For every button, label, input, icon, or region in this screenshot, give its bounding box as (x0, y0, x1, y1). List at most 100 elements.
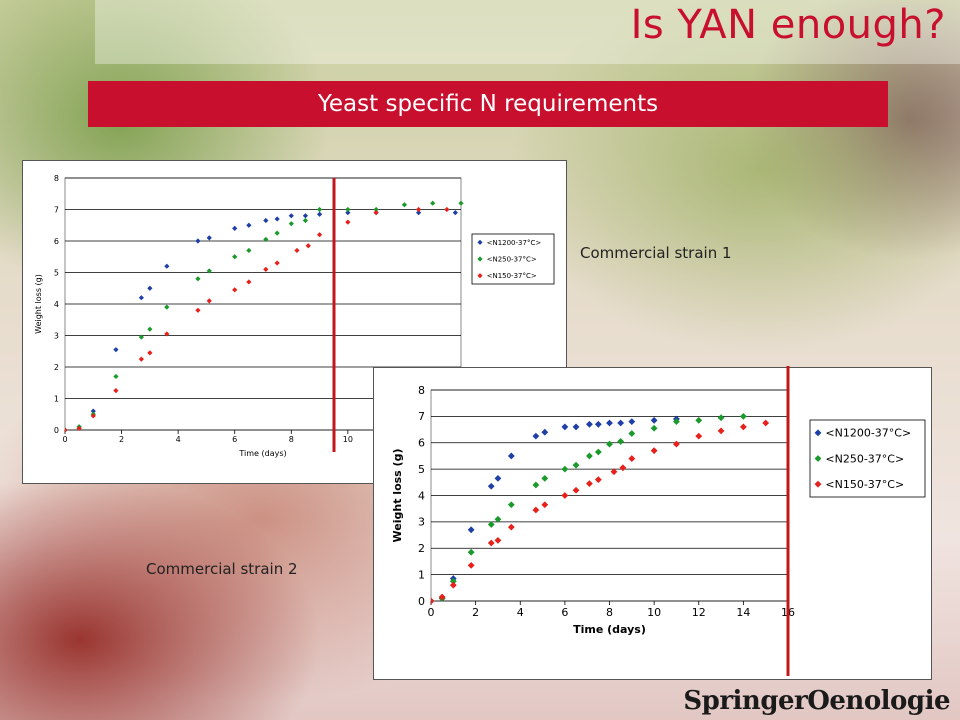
data-point (594, 448, 602, 456)
y-tick-label: 4 (418, 489, 425, 502)
data-point (90, 413, 96, 419)
y-tick-label: 6 (54, 237, 59, 246)
data-point (695, 416, 703, 424)
legend-label: <N150-37°C> (825, 478, 904, 491)
data-point (113, 388, 119, 394)
data-point (147, 326, 153, 332)
data-point (288, 213, 294, 219)
x-tick-label: 8 (606, 606, 613, 619)
data-point (628, 455, 636, 462)
data-point (316, 206, 323, 213)
x-tick-label: 0 (428, 606, 435, 619)
x-tick-label: 10 (343, 435, 353, 444)
data-point (673, 440, 680, 448)
data-point (431, 597, 435, 605)
data-point (586, 420, 593, 428)
data-point (762, 419, 770, 427)
data-point (430, 200, 436, 206)
data-point (572, 486, 580, 494)
data-point (401, 202, 408, 208)
y-tick-label: 8 (418, 384, 425, 397)
data-point (302, 213, 309, 219)
caption-strain-1: Commercial strain 1 (580, 244, 732, 262)
data-point (594, 476, 602, 484)
legend-marker (477, 256, 483, 262)
data-point (561, 492, 569, 499)
data-point (532, 481, 540, 489)
data-point (415, 210, 422, 216)
data-point (373, 206, 379, 213)
data-point (345, 210, 351, 216)
legend-label: <N150-37°C> (487, 272, 537, 280)
data-point (113, 347, 119, 353)
subtitle-bar: Yeast specific N requirements (88, 81, 888, 127)
data-point (586, 452, 593, 460)
chart-strain-2: 0 1 2 3 4 5 6 7 8 0 2 4 6 8 10 12 14 16 Time (days) Weight … (373, 367, 932, 680)
data-point (487, 521, 495, 528)
legend-label: <N1200-37°C> (825, 427, 911, 440)
y-tick-label: 3 (418, 516, 425, 529)
x-tick-label: 2 (119, 435, 124, 444)
springer-oenologie-logo: SpringerOenologie (683, 686, 950, 716)
data-point (232, 254, 238, 260)
legend: <N1200-37°C> <N250-37°C> <N150-37°C> (809, 419, 926, 498)
data-point (246, 222, 252, 228)
data-point (594, 420, 602, 428)
x-axis-label: Time (days) (573, 623, 646, 636)
data-point (606, 440, 613, 448)
data-point (274, 230, 280, 236)
legend-marker (814, 429, 822, 437)
data-point (458, 200, 464, 206)
data-point (532, 506, 540, 514)
data-point (586, 480, 593, 488)
data-point (305, 243, 311, 249)
data-point (610, 468, 618, 476)
data-point (628, 430, 636, 437)
x-tick-label: 10 (647, 606, 661, 619)
caption-strain-2: Commercial strain 2 (146, 560, 298, 578)
data-point (507, 501, 515, 509)
data-point (494, 515, 502, 523)
data-point (673, 418, 680, 426)
y-axis-label: Weight loss (g) (391, 449, 404, 543)
data-point (345, 219, 351, 225)
data-point (316, 211, 323, 217)
data-point (717, 414, 725, 422)
data-point (444, 206, 450, 213)
data-point (138, 295, 144, 301)
data-point (561, 423, 569, 431)
data-point (147, 350, 153, 356)
data-point (113, 373, 119, 380)
data-point (617, 438, 625, 445)
data-point (138, 356, 144, 362)
data-point (617, 419, 625, 427)
data-point (76, 425, 82, 432)
y-axis-label: Weight loss (g) (34, 274, 43, 334)
data-point (507, 452, 515, 460)
data-point (65, 427, 68, 433)
y-tick-label: 0 (54, 426, 59, 435)
data-point (467, 548, 475, 556)
x-axis-label: Time (days) (238, 449, 286, 458)
data-point (373, 210, 379, 216)
data-point (487, 539, 495, 547)
data-point (487, 482, 495, 490)
data-point (487, 204, 492, 209)
data-point (628, 418, 636, 426)
logo-text: SpringerOenologie (683, 686, 950, 716)
legend-box (809, 419, 926, 498)
data-point (572, 423, 580, 431)
legend-marker (814, 480, 822, 488)
x-tick-label: 6 (232, 435, 237, 444)
data-point (739, 412, 747, 420)
x-tick-label: 12 (692, 606, 706, 619)
data-point (541, 474, 549, 482)
y-tick-label: 3 (54, 331, 59, 340)
data-point (415, 206, 422, 213)
title-band (95, 0, 960, 64)
y-tick-label: 5 (54, 268, 59, 277)
y-tick-label: 8 (54, 174, 59, 183)
x-tick-label: 16 (781, 606, 795, 619)
y-tick-label: 2 (54, 363, 59, 372)
data-point (449, 581, 457, 589)
